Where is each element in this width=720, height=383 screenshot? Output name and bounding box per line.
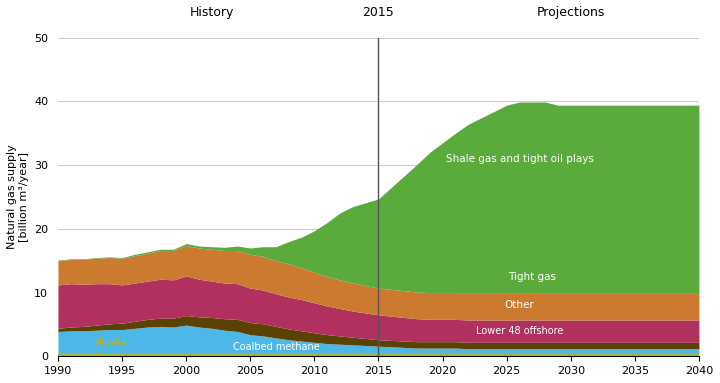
Text: Tight gas: Tight gas — [508, 272, 557, 282]
Text: History: History — [189, 5, 234, 18]
Text: Alaska: Alaska — [96, 337, 128, 353]
Text: Projections: Projections — [536, 5, 605, 18]
Text: Other: Other — [505, 300, 534, 310]
Text: 2015: 2015 — [363, 5, 395, 18]
Y-axis label: Natural gas supply
[billion m³/year]: Natural gas supply [billion m³/year] — [7, 145, 29, 249]
Text: Lower 48 offshore: Lower 48 offshore — [476, 326, 563, 336]
Text: Shale gas and tight oil plays: Shale gas and tight oil plays — [446, 154, 593, 164]
Text: Coalbed methane: Coalbed methane — [233, 342, 319, 352]
